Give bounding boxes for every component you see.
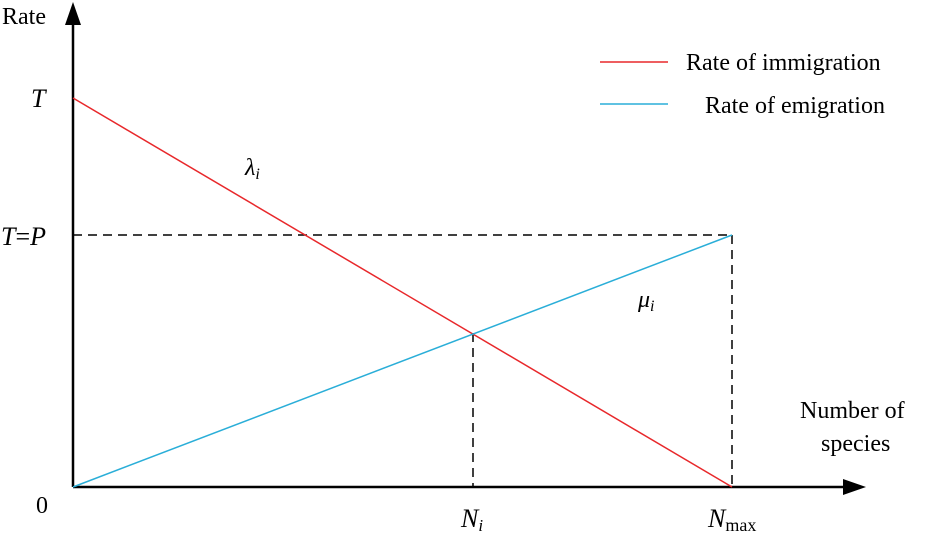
y-tick-t: T xyxy=(31,84,47,113)
origin-label: 0 xyxy=(36,493,48,519)
x-tick-nmax: Nmax xyxy=(707,504,756,533)
x-tick-ni: Ni xyxy=(460,504,483,533)
x-axis-title-line1: Number of xyxy=(800,398,905,424)
emigration-rate-line xyxy=(72,234,733,488)
legend-emigration-label: Rate of emigration xyxy=(705,93,885,119)
legend: Rate of immigration Rate of emigration xyxy=(600,50,885,119)
lambda-main: λ xyxy=(244,155,255,181)
y-axis-arrowhead xyxy=(65,2,81,25)
immigration-rate-line xyxy=(72,97,733,488)
x-axis-title-line2: species xyxy=(821,431,890,457)
lambda-label: λi xyxy=(244,155,260,183)
mu-main: μ xyxy=(637,287,650,313)
x-axis-arrowhead xyxy=(843,479,866,495)
y-tick-tp-t: T xyxy=(1,222,17,251)
x-tick-nmax-sub: max xyxy=(725,515,756,533)
legend-immigration-label: Rate of immigration xyxy=(686,50,881,76)
y-tick-tp-eq: = xyxy=(15,222,30,251)
x-tick-ni-sub: i xyxy=(478,516,483,533)
y-tick-tp-p: P xyxy=(29,222,46,251)
mu-label: μi xyxy=(637,287,655,315)
x-tick-nmax-main: N xyxy=(707,504,727,533)
mu-sub: i xyxy=(650,298,654,315)
lambda-sub: i xyxy=(255,166,259,183)
y-axis-title: Rate xyxy=(2,4,46,30)
y-tick-t-equals-p: T=P xyxy=(1,222,46,251)
x-tick-ni-main: N xyxy=(460,504,480,533)
